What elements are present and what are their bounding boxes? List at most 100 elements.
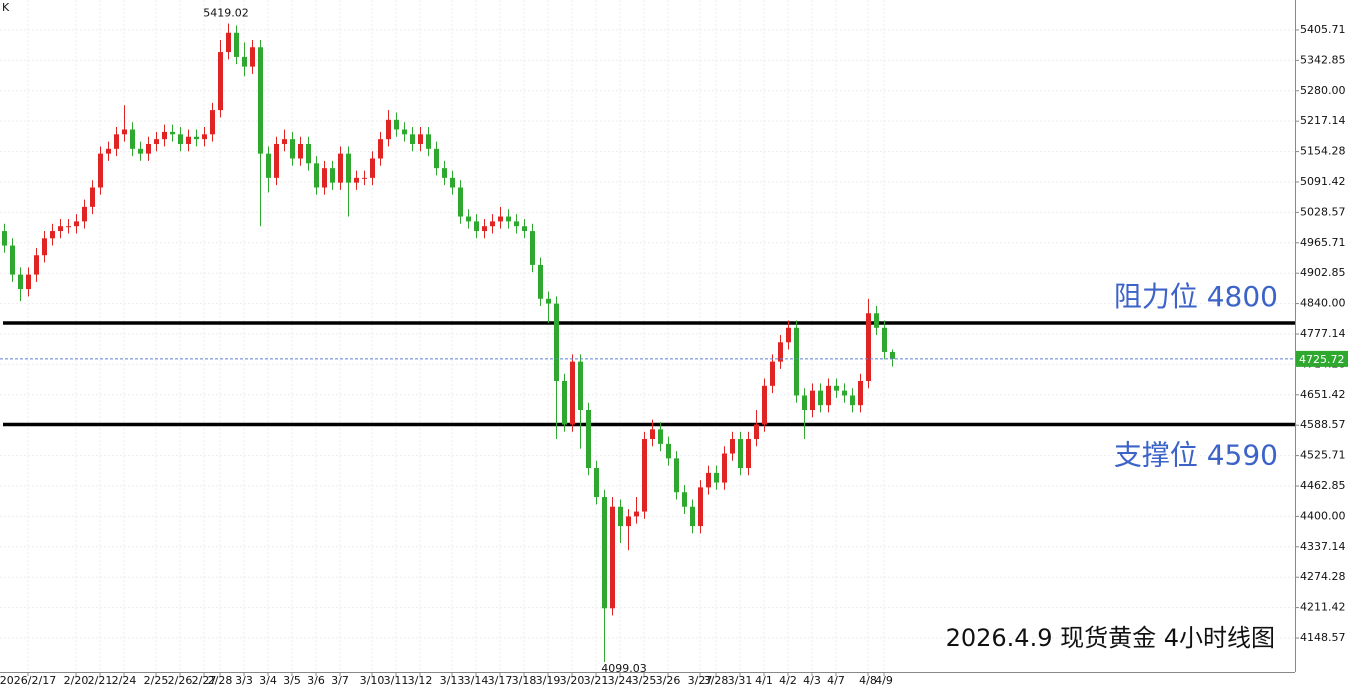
y-tick-label: 4274.28 bbox=[1300, 570, 1346, 583]
y-tick-label: 4902.85 bbox=[1300, 266, 1346, 279]
x-tick-label: 3/21 bbox=[584, 674, 609, 687]
candle-body bbox=[34, 255, 39, 275]
candle-body bbox=[890, 351, 895, 359]
candle-body bbox=[642, 439, 647, 512]
candle-body bbox=[570, 361, 575, 425]
candle-body bbox=[714, 472, 719, 483]
x-tick-label: 3/13 bbox=[440, 674, 465, 687]
candle-body bbox=[498, 216, 503, 222]
candle-body bbox=[514, 221, 519, 227]
candle-body bbox=[50, 231, 55, 239]
candle-body bbox=[882, 327, 887, 352]
candle-body bbox=[586, 410, 591, 469]
candle-body bbox=[178, 134, 183, 144]
candle-body bbox=[66, 226, 71, 228]
candle-body bbox=[346, 153, 351, 183]
candle-body bbox=[786, 327, 791, 343]
x-tick-label: 3/18 bbox=[512, 674, 537, 687]
candle-body bbox=[834, 385, 839, 391]
candle-body bbox=[194, 136, 199, 140]
y-tick-label: 4211.42 bbox=[1300, 601, 1346, 614]
x-tick-label: 3/5 bbox=[283, 674, 301, 687]
y-tick-label: 4525.71 bbox=[1300, 449, 1346, 462]
candle-body bbox=[130, 129, 135, 149]
y-tick-label: 5217.14 bbox=[1300, 114, 1346, 127]
y-tick-label: 5154.28 bbox=[1300, 145, 1346, 158]
candle-body bbox=[850, 395, 855, 406]
y-tick-label: 4840.00 bbox=[1300, 297, 1346, 310]
x-tick-label: 3/10 bbox=[360, 674, 385, 687]
candle-body bbox=[2, 231, 7, 246]
candle-body bbox=[18, 274, 23, 290]
x-tick-label: 4/7 bbox=[827, 674, 845, 687]
candle-body bbox=[578, 361, 583, 411]
x-tick-label: 3/27 bbox=[688, 674, 713, 687]
x-tick-label: 3/19 bbox=[536, 674, 561, 687]
candle-body bbox=[730, 439, 735, 454]
candle-body bbox=[138, 148, 143, 154]
candle-body bbox=[690, 506, 695, 527]
low-annotation: 4099.03 bbox=[601, 662, 647, 675]
candle-body bbox=[74, 221, 79, 227]
candle-body bbox=[746, 439, 751, 469]
candle-body bbox=[618, 506, 623, 527]
candle-body bbox=[370, 158, 375, 178]
candle-body bbox=[394, 119, 399, 130]
corner-label: K bbox=[2, 1, 10, 14]
candle-body bbox=[338, 153, 343, 183]
x-tick-label: 3/28 bbox=[704, 674, 729, 687]
candle-body bbox=[706, 472, 711, 488]
candle-body bbox=[666, 443, 671, 459]
candle-body bbox=[282, 139, 287, 144]
candle-body bbox=[410, 134, 415, 144]
candle-body bbox=[58, 226, 63, 232]
x-tick-label: 2/27 bbox=[192, 674, 217, 687]
candle-body bbox=[418, 134, 423, 144]
x-tick-label: 3/6 bbox=[307, 674, 325, 687]
y-tick-label: 4337.14 bbox=[1300, 540, 1346, 553]
candle-body bbox=[594, 468, 599, 498]
x-tick-label: 3/3 bbox=[235, 674, 253, 687]
candle-body bbox=[818, 390, 823, 406]
y-tick-label: 5028.57 bbox=[1300, 205, 1346, 218]
candle-body bbox=[106, 148, 111, 154]
candle-body bbox=[258, 47, 263, 154]
candle-body bbox=[154, 139, 159, 144]
level-label: 支撑位 4590 bbox=[1114, 439, 1278, 472]
price-tag bbox=[1296, 350, 1348, 367]
candle-body bbox=[738, 439, 743, 469]
candle-body bbox=[274, 143, 279, 178]
y-tick-label: 5280.00 bbox=[1300, 84, 1346, 97]
x-tick-label: 4/2 bbox=[779, 674, 797, 687]
candle-body bbox=[10, 245, 15, 275]
candle-body bbox=[602, 497, 607, 609]
candle-body bbox=[314, 163, 319, 188]
x-tick-label: 4/9 bbox=[875, 674, 893, 687]
x-tick-label: 4/3 bbox=[803, 674, 821, 687]
x-tick-label: 2/24 bbox=[112, 674, 137, 687]
high-annotation: 5419.02 bbox=[203, 7, 249, 20]
candle-body bbox=[842, 390, 847, 396]
candle-body bbox=[234, 32, 239, 57]
y-tick-label: 4651.42 bbox=[1300, 388, 1346, 401]
y-tick-label: 4462.85 bbox=[1300, 479, 1346, 492]
candle-body bbox=[858, 380, 863, 406]
x-tick-label: 2/26 bbox=[168, 674, 193, 687]
candle-body bbox=[170, 131, 175, 135]
candle-body bbox=[98, 153, 103, 188]
candle-body bbox=[290, 139, 295, 159]
candle-body bbox=[698, 487, 703, 527]
candle-body bbox=[490, 221, 495, 227]
candle-body bbox=[402, 129, 407, 135]
candle-body bbox=[650, 429, 655, 440]
candle-body bbox=[522, 226, 527, 232]
candle-body bbox=[362, 177, 367, 179]
candle-body bbox=[682, 492, 687, 507]
x-tick-label: 2/21 bbox=[88, 674, 113, 687]
level-label: 阻力位 4800 bbox=[1114, 280, 1278, 313]
candle-body bbox=[226, 32, 231, 53]
candle-body bbox=[554, 303, 559, 381]
candle-body bbox=[754, 424, 759, 440]
x-tick-label: 3/11 bbox=[384, 674, 409, 687]
